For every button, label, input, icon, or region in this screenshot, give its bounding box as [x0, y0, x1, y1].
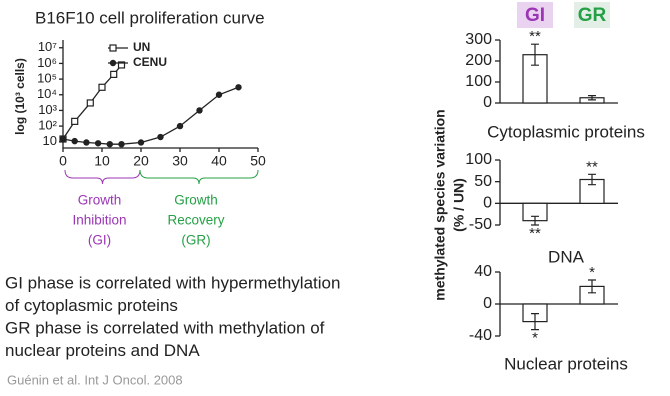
- y-tick-label: 10⁷: [38, 39, 57, 54]
- data-point: [157, 133, 164, 141]
- x-tick-label: 50: [250, 153, 266, 169]
- y-tick-label: 10²: [38, 118, 57, 133]
- error-bar: [588, 279, 596, 294]
- data-point: [83, 139, 90, 146]
- y-tick-label: 50: [474, 173, 492, 190]
- y-tick-label: 300: [465, 31, 492, 48]
- y-tick-label: 10⁵: [37, 71, 57, 86]
- legend-marker: [109, 44, 117, 52]
- x-tick-label: 10: [94, 153, 110, 169]
- phase-bracket: [64, 169, 141, 185]
- y-tick-label: 40: [474, 263, 492, 280]
- phase-bracket: [139, 169, 259, 185]
- error-bar: [531, 313, 539, 331]
- y-tick-label: 200: [465, 52, 492, 69]
- y-tick-label: 100: [465, 151, 492, 168]
- y-tick-label: 0: [483, 195, 492, 212]
- phase-label: Inhibition: [72, 213, 126, 228]
- data-point: [176, 122, 184, 130]
- y-tick-label: -50: [469, 216, 492, 233]
- data-point: [98, 83, 106, 91]
- group-badge: [517, 2, 553, 28]
- legend-label: UN: [133, 40, 150, 54]
- y-tick-label: 10³: [38, 102, 57, 117]
- y-tick-label: 10: [43, 133, 57, 148]
- statement-line: GI phase is correlated with hypermethyla…: [5, 273, 340, 292]
- group-badge: [574, 2, 610, 28]
- citation: Guénin et al. Int J Oncol. 2008: [7, 372, 183, 387]
- y-tick-label: -40: [469, 327, 492, 344]
- slide-title: B16F10 cell proliferation curve: [35, 8, 265, 27]
- y-tick-label: 0: [483, 94, 492, 111]
- error-bar: [588, 173, 596, 186]
- phase-label: (GR): [181, 233, 210, 248]
- y-tick-label: 10⁴: [37, 86, 57, 101]
- phase-label: (GI): [88, 233, 111, 248]
- y-tick-label: 100: [465, 73, 492, 90]
- y-tick-label: 10⁶: [37, 55, 57, 70]
- significance: *: [532, 330, 538, 347]
- data-point: [137, 139, 145, 146]
- significance: **: [586, 158, 598, 175]
- y-axis-label: log (10³ cells): [13, 58, 27, 135]
- legend-label: CENU: [133, 55, 167, 69]
- data-point: [59, 135, 67, 143]
- statement-line: of cytoplasmic proteins: [5, 296, 178, 315]
- data-point: [86, 99, 94, 107]
- y-axis-label: methylated species variation: [432, 109, 448, 300]
- y-axis-label: (% / UN): [451, 178, 467, 232]
- data-point: [94, 140, 102, 147]
- x-tick-label: 20: [133, 153, 149, 169]
- error-bar: [588, 95, 596, 101]
- statement-line: nuclear proteins and DNA: [5, 341, 200, 360]
- data-point: [117, 61, 126, 69]
- statement-line: GR phase is correlated with methylation …: [5, 318, 325, 337]
- significance: **: [529, 28, 541, 45]
- x-tick-label: 0: [59, 153, 67, 169]
- x-tick-label: 40: [211, 153, 227, 169]
- group-label: GR: [578, 5, 607, 26]
- phase-label: Growth: [78, 193, 122, 208]
- chart-subtitle: DNA: [548, 247, 585, 266]
- data-point: [215, 91, 223, 98]
- legend-marker: [109, 59, 117, 67]
- y-tick-label: 0: [483, 295, 492, 312]
- data-point: [196, 107, 203, 114]
- data-point: [71, 117, 79, 125]
- data-point: [106, 140, 114, 148]
- data-point: [118, 140, 125, 148]
- error-bar: [531, 43, 539, 66]
- chart-subtitle: Cytoplasmic proteins: [487, 122, 645, 141]
- data-point: [235, 84, 242, 91]
- series-line: [62, 86, 239, 145]
- x-tick-label: 30: [172, 153, 188, 169]
- data-point: [110, 70, 118, 78]
- group-label: GI: [525, 5, 545, 26]
- phase-label: Growth: [174, 193, 218, 208]
- significance: **: [529, 225, 541, 242]
- chart-subtitle: Nuclear proteins: [504, 354, 628, 373]
- significance: *: [589, 264, 595, 281]
- data-point: [71, 137, 78, 145]
- error-bar: [531, 215, 539, 226]
- phase-label: Recovery: [167, 213, 224, 228]
